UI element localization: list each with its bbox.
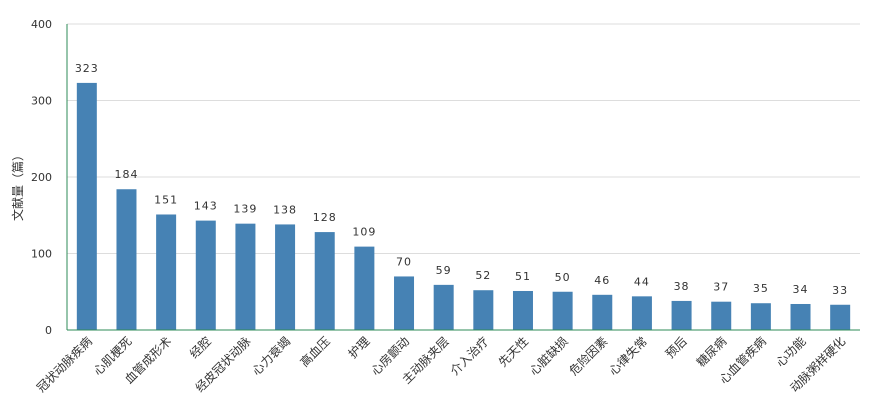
data-label: 70: [396, 255, 412, 268]
bar: [116, 189, 137, 330]
bar: [711, 301, 732, 330]
bar: [314, 232, 335, 330]
x-tick-label: 危险因素: [566, 334, 611, 379]
data-label: 138: [273, 203, 297, 216]
bar: [473, 290, 494, 330]
bar: [433, 284, 454, 330]
data-label: 46: [594, 274, 610, 287]
grid-lines: [67, 23, 860, 254]
bar: [830, 304, 851, 330]
data-label: 51: [515, 270, 531, 283]
data-label: 143: [194, 200, 218, 213]
data-labels: 323 184 151 143 139 138 128 109 70 59 52 51 50 46 44 38…: [75, 62, 848, 297]
bars: [76, 82, 851, 330]
bar: [552, 291, 573, 330]
y-tick-label: 400: [31, 18, 52, 31]
data-label: 139: [233, 203, 257, 216]
x-tick-label: 心律失常: [605, 334, 650, 379]
data-label: 151: [154, 193, 178, 206]
data-label: 128: [313, 211, 337, 224]
data-label: 323: [75, 62, 99, 75]
data-label: 33: [832, 284, 848, 297]
x-tick-label: 高血压: [297, 334, 333, 370]
x-tick-label: 心脏缺损: [526, 334, 571, 379]
y-tick-label: 0: [45, 324, 52, 337]
x-tick-label: 糖尿病: [693, 334, 729, 370]
x-tick-label: 介入治疗: [448, 334, 492, 378]
x-tick-label: 心力衰竭: [249, 334, 294, 379]
bar: [592, 294, 613, 330]
x-tick-label: 心功能: [773, 334, 808, 369]
bar: [275, 224, 296, 330]
y-tick-label: 100: [31, 248, 52, 261]
data-label: 38: [674, 280, 690, 293]
data-label: 52: [475, 269, 491, 282]
data-label: 44: [634, 275, 650, 288]
data-label: 35: [753, 282, 769, 295]
bar: [195, 220, 216, 330]
y-axis-ticks: 0 100 200 300 400: [31, 18, 52, 337]
x-tick-label: 护理: [346, 334, 373, 361]
bar: [394, 276, 415, 330]
x-tick-label: 预后: [663, 334, 690, 361]
bar: [631, 296, 652, 330]
x-tick-label: 冠状动脉疾病: [33, 334, 95, 396]
bar: [512, 290, 533, 330]
bar: [750, 303, 771, 330]
bar: [354, 246, 375, 330]
bar: [671, 300, 692, 330]
bar: [156, 214, 177, 330]
y-tick-label: 200: [31, 171, 52, 184]
bar: [76, 82, 97, 330]
data-label: 37: [713, 281, 729, 294]
data-label: 109: [352, 226, 376, 239]
data-label: 50: [555, 271, 571, 284]
x-tick-label: 先天性: [496, 334, 531, 369]
bar: [790, 303, 811, 330]
data-label: 59: [436, 264, 452, 277]
data-label: 184: [114, 168, 138, 181]
data-label: 34: [793, 283, 809, 296]
y-tick-label: 300: [31, 95, 52, 108]
x-tick-label: 经腔: [186, 334, 214, 362]
bar: [235, 223, 256, 330]
y-axis-label: 文献量（篇）: [10, 149, 25, 221]
